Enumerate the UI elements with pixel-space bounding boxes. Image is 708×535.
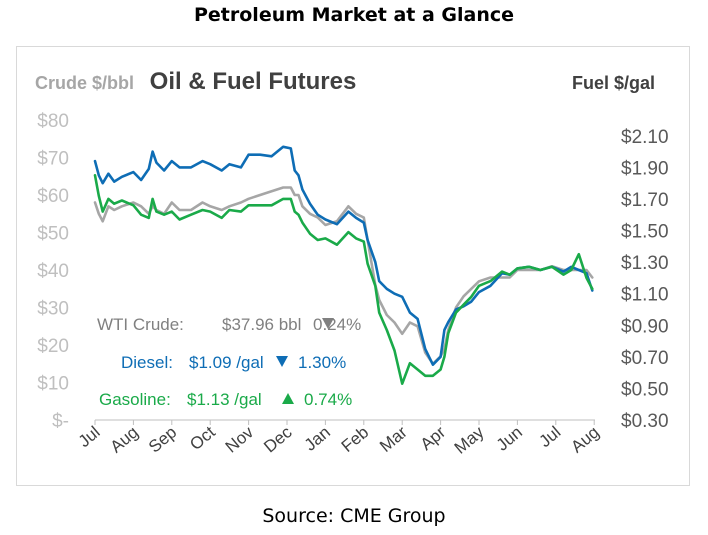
annotation-change: 0.74% [304, 390, 352, 409]
x-tick-label: Apr [417, 422, 450, 454]
annotation-value: $37.96 bbl [222, 315, 301, 334]
series-line-gasoline [93, 174, 594, 386]
x-tick-label: Aug [567, 423, 602, 457]
x-tick-label: Jun [493, 423, 526, 455]
x-tick-label: Jul [536, 423, 565, 452]
series-line-diesel [93, 145, 594, 367]
annotation-value: $1.09 /gal [189, 353, 264, 372]
left-tick-label: $- [52, 411, 69, 432]
left-axis-label: Crude $/bbl [35, 73, 134, 93]
source-note: Source: CME Group [262, 505, 446, 527]
right-tick-label: $0.70 [621, 348, 669, 369]
annotation-label: Gasoline: [99, 390, 171, 409]
down-arrow-icon [276, 356, 288, 367]
down-arrow-icon [322, 318, 334, 329]
left-tick-label: $20 [37, 336, 69, 357]
series-lines [93, 145, 594, 386]
x-tick-label: May [451, 422, 488, 458]
annotation-change: 0.24% [313, 315, 361, 334]
x-tick-label: Sep [145, 423, 180, 457]
price-annotations: WTI Crude: $37.96 bbl 0.24% Diesel: $1.09 /g… [97, 315, 361, 409]
fuel-futures-chart: Oil & Fuel Futures Crude $/bbl Fuel $/ga… [35, 68, 669, 458]
left-tick-label: $80 [37, 111, 69, 132]
right-tick-label: $0.50 [621, 379, 669, 400]
x-tick-label: Feb [338, 423, 373, 456]
right-tick-label: $1.70 [621, 190, 669, 211]
x-tick-label: Jan [301, 423, 334, 455]
left-tick-label: $60 [37, 186, 69, 207]
right-tick-label: $2.10 [621, 127, 669, 148]
chart-title: Oil & Fuel Futures [150, 68, 357, 95]
x-tick-label: Aug [107, 423, 142, 457]
right-tick-label: $1.10 [621, 285, 669, 306]
annotation-label: Diesel: [121, 353, 173, 372]
right-tick-label: $0.30 [621, 411, 669, 432]
left-tick-label: $50 [37, 224, 69, 245]
left-tick-label: $40 [37, 261, 69, 282]
annotation-change: 1.30% [298, 353, 346, 372]
left-tick-label: $70 [37, 149, 69, 170]
x-axis: Jul Aug Sep Oct Nov Dec Jan Feb Mar Apr May Jun Jul A… [75, 419, 603, 458]
right-tick-label: $1.50 [621, 222, 669, 243]
x-tick-label: Oct [186, 422, 219, 454]
right-tick-label: $1.30 [621, 253, 669, 274]
x-tick-label: Mar [376, 422, 411, 456]
left-tick-label: $30 [37, 299, 69, 320]
right-tick-label: $1.90 [621, 158, 669, 179]
page-title: Petroleum Market at a Glance [193, 4, 515, 26]
x-tick-label: Nov [222, 422, 258, 456]
right-axis-ticks: $2.10 $1.90 $1.70 $1.50 $1.30 $1.10 $0.90 $0.70… [621, 127, 669, 432]
left-tick-label: $10 [37, 374, 69, 395]
up-arrow-icon [282, 393, 294, 404]
right-axis-label: Fuel $/gal [572, 73, 655, 93]
x-tick-label: Jul [75, 423, 104, 452]
series-line-wti-crude [93, 186, 594, 366]
right-tick-label: $0.90 [621, 316, 669, 337]
annotation-value: $1.13 /gal [187, 390, 262, 409]
left-axis-ticks: $80 $70 $60 $50 $40 $30 $20 $10 $- [37, 111, 69, 432]
annotation-label: WTI Crude: [97, 315, 184, 334]
x-tick-label: Dec [260, 422, 296, 456]
chart-panel: Oil & Fuel Futures Crude $/bbl Fuel $/ga… [16, 46, 690, 486]
